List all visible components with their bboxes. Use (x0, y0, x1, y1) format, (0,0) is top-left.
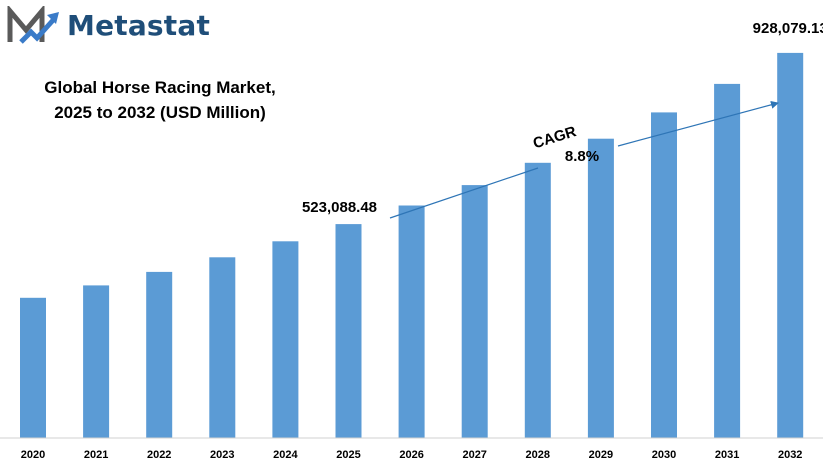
bar-2026 (398, 205, 425, 438)
data-label-2025: 523,088.48 (302, 199, 377, 216)
data-labels: 523,088.48 928,079.13 (302, 20, 823, 216)
cagr-value: 8.8% (565, 148, 599, 165)
bar-2020 (20, 297, 46, 438)
x-tick-label-2032: 2032 (778, 449, 802, 461)
bar-2021 (83, 285, 110, 438)
x-tick-label-2027: 2027 (462, 449, 486, 461)
x-tick-labels: 2020 2021 2022 2023 2024 2025 2026 2027 2028 2029… (21, 449, 803, 461)
bar-2023 (209, 257, 236, 438)
x-tick-label-2028: 2028 (526, 449, 550, 461)
bar-2029 (587, 138, 614, 438)
bar-2025 (335, 224, 362, 438)
cagr-arrow-segment-1 (389, 167, 539, 219)
bar-2027 (461, 185, 488, 438)
chart-title-line-2: 2025 to 2032 (USD Million) (54, 103, 266, 122)
x-tick-label-2026: 2026 (399, 449, 423, 461)
x-tick-label-2031: 2031 (715, 449, 739, 461)
x-tick-label-2024: 2024 (273, 449, 298, 461)
bar-2030 (651, 112, 677, 439)
bar-series (20, 52, 804, 439)
x-tick-label-2029: 2029 (589, 449, 613, 461)
x-tick-label-2030: 2030 (652, 449, 676, 461)
cagr-arrow-segment-2 (617, 100, 779, 147)
bar-2032 (777, 52, 804, 439)
brand-name: Metastat (67, 9, 211, 42)
bar-2031 (714, 83, 741, 439)
bar-2022 (146, 271, 173, 438)
chart-title: Global Horse Racing Market, 2025 to 2032… (20, 75, 300, 125)
data-label-2032: 928,079.13 (753, 20, 823, 37)
bar-2028 (524, 162, 551, 439)
metastat-m-logo-icon (7, 6, 59, 44)
x-tick-label-2023: 2023 (210, 449, 234, 461)
x-tick-label-2025: 2025 (336, 449, 360, 461)
x-tick-label-2020: 2020 (21, 449, 45, 461)
x-tick-label-2021: 2021 (84, 449, 108, 461)
x-tick-label-2022: 2022 (147, 449, 171, 461)
bar-2024 (272, 241, 299, 438)
chart-title-line-1: Global Horse Racing Market, (44, 78, 276, 97)
